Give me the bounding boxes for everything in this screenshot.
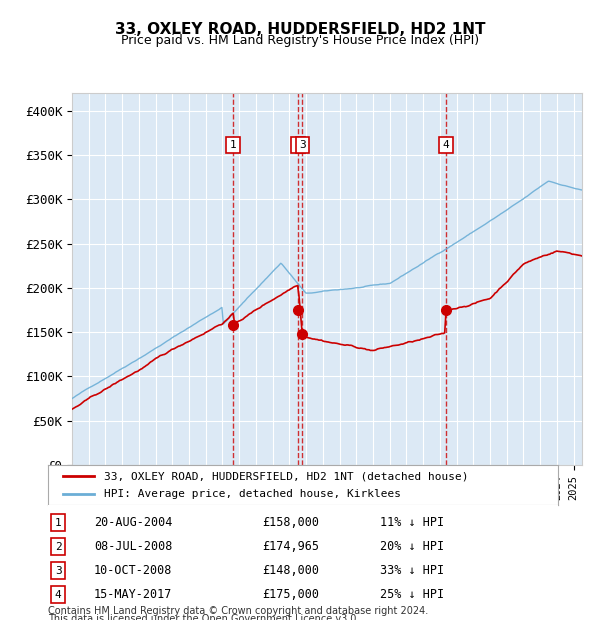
Text: HPI: Average price, detached house, Kirklees: HPI: Average price, detached house, Kirk… xyxy=(104,489,401,499)
Text: Price paid vs. HM Land Registry's House Price Index (HPI): Price paid vs. HM Land Registry's House … xyxy=(121,34,479,47)
Text: 4: 4 xyxy=(55,590,62,600)
Text: £158,000: £158,000 xyxy=(262,516,319,529)
Text: Contains HM Land Registry data © Crown copyright and database right 2024.: Contains HM Land Registry data © Crown c… xyxy=(48,606,428,616)
Text: 33, OXLEY ROAD, HUDDERSFIELD, HD2 1NT: 33, OXLEY ROAD, HUDDERSFIELD, HD2 1NT xyxy=(115,22,485,37)
Text: 1: 1 xyxy=(230,140,236,150)
Text: £174,965: £174,965 xyxy=(262,540,319,553)
Text: 33% ↓ HPI: 33% ↓ HPI xyxy=(380,564,443,577)
Text: 08-JUL-2008: 08-JUL-2008 xyxy=(94,540,172,553)
Text: 2: 2 xyxy=(295,140,301,150)
Text: £175,000: £175,000 xyxy=(262,588,319,601)
Text: 20% ↓ HPI: 20% ↓ HPI xyxy=(380,540,443,553)
Text: 20-AUG-2004: 20-AUG-2004 xyxy=(94,516,172,529)
Text: 3: 3 xyxy=(299,140,306,150)
Text: 33, OXLEY ROAD, HUDDERSFIELD, HD2 1NT (detached house): 33, OXLEY ROAD, HUDDERSFIELD, HD2 1NT (d… xyxy=(104,471,469,481)
Text: 1: 1 xyxy=(55,518,62,528)
Text: This data is licensed under the Open Government Licence v3.0.: This data is licensed under the Open Gov… xyxy=(48,614,359,620)
Text: 2: 2 xyxy=(55,542,62,552)
Text: 4: 4 xyxy=(443,140,449,150)
Text: £148,000: £148,000 xyxy=(262,564,319,577)
Text: 15-MAY-2017: 15-MAY-2017 xyxy=(94,588,172,601)
Text: 10-OCT-2008: 10-OCT-2008 xyxy=(94,564,172,577)
Text: 11% ↓ HPI: 11% ↓ HPI xyxy=(380,516,443,529)
Text: 3: 3 xyxy=(55,565,62,575)
Text: 25% ↓ HPI: 25% ↓ HPI xyxy=(380,588,443,601)
